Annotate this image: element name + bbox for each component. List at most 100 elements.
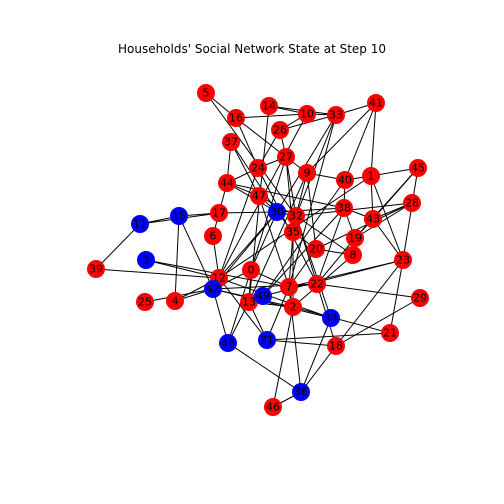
edge-23-21 bbox=[390, 260, 403, 333]
node-label-35: 35 bbox=[286, 226, 300, 239]
node-label-15: 15 bbox=[172, 210, 186, 223]
node-label-25: 25 bbox=[138, 296, 152, 309]
node-label-31: 31 bbox=[260, 334, 274, 347]
node-29: 29 bbox=[411, 289, 429, 307]
node-41: 41 bbox=[367, 94, 385, 112]
node-label-44: 44 bbox=[220, 177, 234, 190]
node-label-10: 10 bbox=[300, 108, 314, 121]
node-label-23: 23 bbox=[396, 254, 410, 267]
node-8: 8 bbox=[344, 246, 362, 264]
node-4: 4 bbox=[166, 292, 184, 310]
node-label-49: 49 bbox=[256, 290, 270, 303]
node-30: 30 bbox=[268, 203, 286, 221]
node-43: 43 bbox=[364, 210, 382, 228]
edge-31-18 bbox=[267, 340, 336, 346]
edge-2-21 bbox=[293, 307, 390, 333]
node-40: 40 bbox=[336, 171, 354, 189]
edge-15-42 bbox=[179, 216, 213, 289]
node-28: 28 bbox=[403, 194, 421, 212]
node-48: 48 bbox=[219, 334, 237, 352]
node-label-17: 17 bbox=[212, 207, 226, 220]
node-label-48: 48 bbox=[221, 337, 235, 350]
node-label-43: 43 bbox=[366, 213, 380, 226]
node-label-28: 28 bbox=[405, 197, 419, 210]
node-label-13: 13 bbox=[242, 296, 256, 309]
node-label-4: 4 bbox=[172, 295, 179, 308]
node-label-0: 0 bbox=[248, 264, 255, 277]
node-label-37: 37 bbox=[224, 136, 238, 149]
node-label-41: 41 bbox=[369, 97, 383, 110]
node-label-39: 39 bbox=[89, 263, 103, 276]
node-33: 33 bbox=[327, 106, 345, 124]
node-label-6: 6 bbox=[210, 230, 217, 243]
node-45: 45 bbox=[409, 159, 427, 177]
node-label-22: 22 bbox=[310, 278, 324, 291]
node-35: 35 bbox=[284, 223, 302, 241]
node-label-40: 40 bbox=[338, 174, 352, 187]
node-label-24: 24 bbox=[251, 162, 265, 175]
node-label-38: 38 bbox=[337, 202, 351, 215]
node-14: 14 bbox=[260, 97, 278, 115]
node-3: 3 bbox=[137, 251, 155, 269]
node-label-11: 11 bbox=[133, 218, 147, 231]
node-21: 21 bbox=[381, 324, 399, 342]
node-44: 44 bbox=[218, 174, 236, 192]
node-11: 11 bbox=[131, 215, 149, 233]
node-6: 6 bbox=[204, 227, 222, 245]
node-label-42: 42 bbox=[206, 283, 220, 296]
node-label-14: 14 bbox=[262, 100, 276, 113]
edge-36-48 bbox=[228, 343, 301, 392]
node-7: 7 bbox=[280, 278, 298, 296]
node-label-30: 30 bbox=[270, 206, 284, 219]
node-1: 1 bbox=[362, 167, 380, 185]
node-32: 32 bbox=[287, 207, 305, 225]
node-label-32: 32 bbox=[289, 210, 303, 223]
node-23: 23 bbox=[394, 251, 412, 269]
edge-22-29 bbox=[317, 284, 420, 298]
node-47: 47 bbox=[250, 187, 268, 205]
edge-46-2 bbox=[273, 307, 293, 407]
node-label-26: 26 bbox=[273, 124, 287, 137]
node-36: 36 bbox=[292, 383, 310, 401]
node-label-34: 34 bbox=[324, 312, 338, 325]
node-37: 37 bbox=[222, 133, 240, 151]
node-24: 24 bbox=[249, 159, 267, 177]
node-26: 26 bbox=[271, 121, 289, 139]
node-5: 5 bbox=[197, 84, 215, 102]
node-label-2: 2 bbox=[290, 301, 297, 314]
node-15: 15 bbox=[170, 207, 188, 225]
node-label-20: 20 bbox=[309, 243, 323, 256]
node-49: 49 bbox=[254, 287, 272, 305]
node-2: 2 bbox=[284, 298, 302, 316]
node-label-16: 16 bbox=[229, 112, 243, 125]
node-label-1: 1 bbox=[368, 170, 375, 183]
node-label-21: 21 bbox=[383, 327, 397, 340]
node-label-27: 27 bbox=[279, 151, 293, 164]
node-20: 20 bbox=[307, 240, 325, 258]
node-label-33: 33 bbox=[329, 109, 343, 122]
node-39: 39 bbox=[87, 260, 105, 278]
edge-9-20 bbox=[307, 173, 316, 249]
node-0: 0 bbox=[242, 261, 260, 279]
node-label-7: 7 bbox=[286, 281, 293, 294]
node-label-8: 8 bbox=[350, 249, 357, 262]
node-label-19: 19 bbox=[348, 232, 362, 245]
node-label-18: 18 bbox=[329, 340, 343, 353]
node-label-47: 47 bbox=[252, 190, 266, 203]
node-label-46: 46 bbox=[266, 401, 280, 414]
node-17: 17 bbox=[210, 204, 228, 222]
node-19: 19 bbox=[346, 229, 364, 247]
node-25: 25 bbox=[136, 293, 154, 311]
edge-34-36 bbox=[301, 318, 331, 392]
node-label-3: 3 bbox=[143, 254, 150, 267]
node-22: 22 bbox=[308, 275, 326, 293]
node-27: 27 bbox=[277, 148, 295, 166]
edge-28-20 bbox=[316, 203, 412, 249]
node-label-5: 5 bbox=[203, 87, 210, 100]
node-18: 18 bbox=[327, 337, 345, 355]
node-label-29: 29 bbox=[413, 292, 427, 305]
node-34: 34 bbox=[322, 309, 340, 327]
node-42: 42 bbox=[204, 280, 222, 298]
